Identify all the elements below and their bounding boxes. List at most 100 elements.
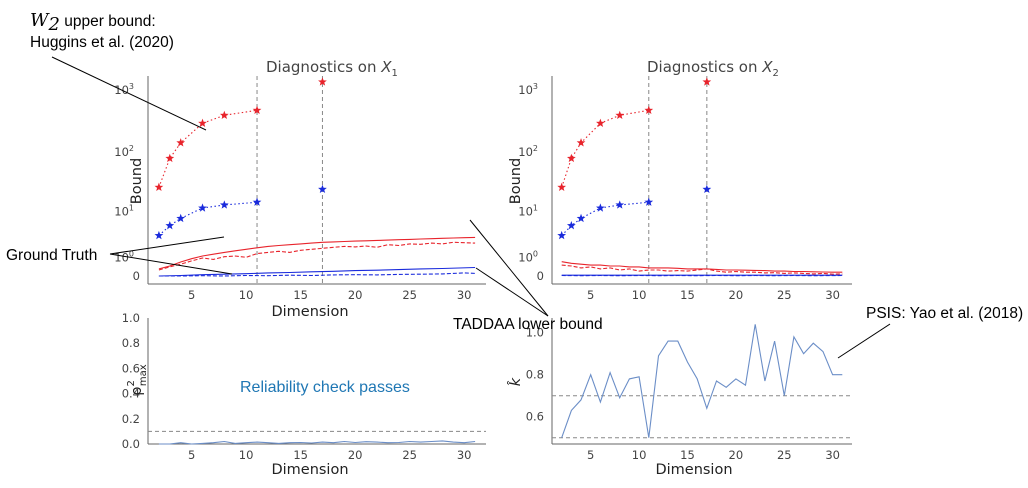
panel-1-ylabel: Bound [129,158,145,204]
x-tick-label: 30 [457,288,472,302]
x-tick-label: 25 [402,448,417,462]
series-line-red-dotted-stars [158,109,258,188]
x-tick-label: 30 [457,448,472,462]
x-tick-label: 5 [587,448,594,462]
panel-1-title: Diagnostics on X1 [266,58,398,79]
panel-3-ylabel: ρ2max [126,364,149,395]
x-tick-label: 20 [729,288,744,302]
panel-3: 5 10 15 20 25 30 0.0 0.2 0.4 0.6 0.8 1.0 [122,311,486,462]
x-tick-label: 25 [402,288,417,302]
y-tick-label: 102 [114,144,134,159]
x-tick-label: 20 [729,448,744,462]
panel-2: 5 10 15 20 25 30 0 100 101 102 103 [518,76,852,302]
star-marker [252,105,262,115]
y-tick-label: 1.0 [122,311,140,325]
panel-2-title: Diagnostics on X2 [647,58,779,79]
star-marker [557,230,567,240]
ground-truth-pointer-red [109,236,225,255]
y-tick-label: 0 [537,269,544,283]
star-marker [702,77,712,86]
series-line-red-dashed [561,264,843,275]
series-line-red-dashed [158,241,476,271]
x-tick-label: 5 [587,288,594,302]
x-tick-label: 15 [680,288,695,302]
star-marker [557,182,567,191]
y-tick-label: 101 [518,203,538,218]
y-tick-label: 0.2 [122,412,140,426]
star-marker [165,221,175,230]
star-marker [644,105,654,115]
y-tick-label: 100 [114,249,134,264]
reliability-annotation: Reliability check passes [240,379,410,396]
w2-annotation-line2: Huggins et al. (2020) [30,34,174,51]
panel-3-xlabel: Dimension [271,462,348,478]
y-tick-label: 0.6 [526,410,544,424]
star-marker [165,153,175,163]
w2-annotation-pointer [51,56,207,131]
star-marker [596,203,605,212]
series-line-red-solid [158,236,476,270]
star-marker [219,110,229,120]
star-marker [702,184,712,194]
star-marker [198,203,207,212]
y-tick-label: 0.0 [122,437,140,451]
star-marker [252,197,262,206]
y-tick-label: 100 [518,249,538,264]
star-marker [576,138,586,147]
y-tick-label: 0.6 [122,361,140,375]
star-marker [198,118,207,127]
w2-annotation-line1: W2 upper bound: [30,10,156,35]
y-tick-label: 0.4 [122,387,140,401]
star-marker [596,118,605,127]
star-marker [615,200,625,209]
panel-1-xlabel: Dimension [271,304,348,320]
taddaa-pointer-red [469,219,549,317]
series-line-khat [561,324,843,438]
panel-4-ylabel: k̂ [507,377,524,386]
x-tick-label: 10 [632,288,647,302]
x-tick-label: 5 [188,448,195,462]
y-tick-label: 0.8 [122,336,140,350]
x-tick-label: 25 [777,288,792,302]
star-marker [176,213,186,223]
ground-truth-annotation: Ground Truth [6,247,97,264]
star-marker [154,230,164,240]
y-tick-label: 101 [114,203,134,218]
star-marker [566,221,576,230]
x-tick-label: 25 [777,448,792,462]
y-tick-label: 0.8 [526,368,544,382]
x-tick-label: 10 [632,448,647,462]
x-tick-label: 20 [348,288,363,302]
star-marker [154,182,164,191]
x-tick-label: 10 [239,288,254,302]
star-marker [318,77,327,86]
series-line-khat [158,440,476,445]
series-line-red-solid [561,261,843,273]
ground-truth-pointer-blue [109,253,233,275]
series-line-red-dotted-stars [561,109,649,188]
x-tick-label: 15 [680,448,695,462]
x-tick-label: 15 [293,288,308,302]
y-tick-label: 102 [518,144,538,159]
x-tick-label: 20 [348,448,363,462]
star-marker [576,213,586,223]
x-tick-label: 10 [239,448,254,462]
panel-4-xlabel: Dimension [655,462,732,478]
x-tick-label: 15 [293,448,308,462]
star-marker [318,184,327,194]
x-tick-label: 30 [825,288,840,302]
x-tick-label: 5 [188,288,195,302]
series-line-blue-dashed [158,272,476,277]
panel-4: 5 10 15 20 25 30 0.6 0.8 1.0 [526,318,852,462]
star-marker [566,153,576,163]
y-tick-label: 103 [518,82,538,97]
y-tick-label: 0 [133,269,140,283]
psis-pointer [837,323,891,359]
series-line-blue-solid [158,266,476,277]
taddaa-pointer-blue [475,267,549,317]
series-line-blue-dotted-stars [158,201,258,236]
series-line-blue-dotted-stars [561,201,649,236]
y-tick-label: 1.0 [526,326,544,340]
